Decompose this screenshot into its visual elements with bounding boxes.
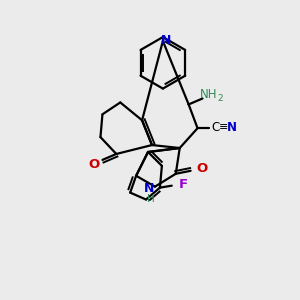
Text: O: O bbox=[88, 158, 99, 171]
Text: ≡: ≡ bbox=[219, 122, 228, 132]
Text: N: N bbox=[144, 182, 154, 195]
Text: N: N bbox=[227, 121, 237, 134]
Text: C: C bbox=[211, 121, 220, 134]
Text: 2: 2 bbox=[218, 94, 223, 103]
Text: N: N bbox=[161, 34, 171, 46]
Text: H: H bbox=[147, 194, 155, 203]
Text: F: F bbox=[179, 178, 188, 191]
Text: NH: NH bbox=[200, 88, 217, 101]
Text: O: O bbox=[196, 162, 207, 175]
